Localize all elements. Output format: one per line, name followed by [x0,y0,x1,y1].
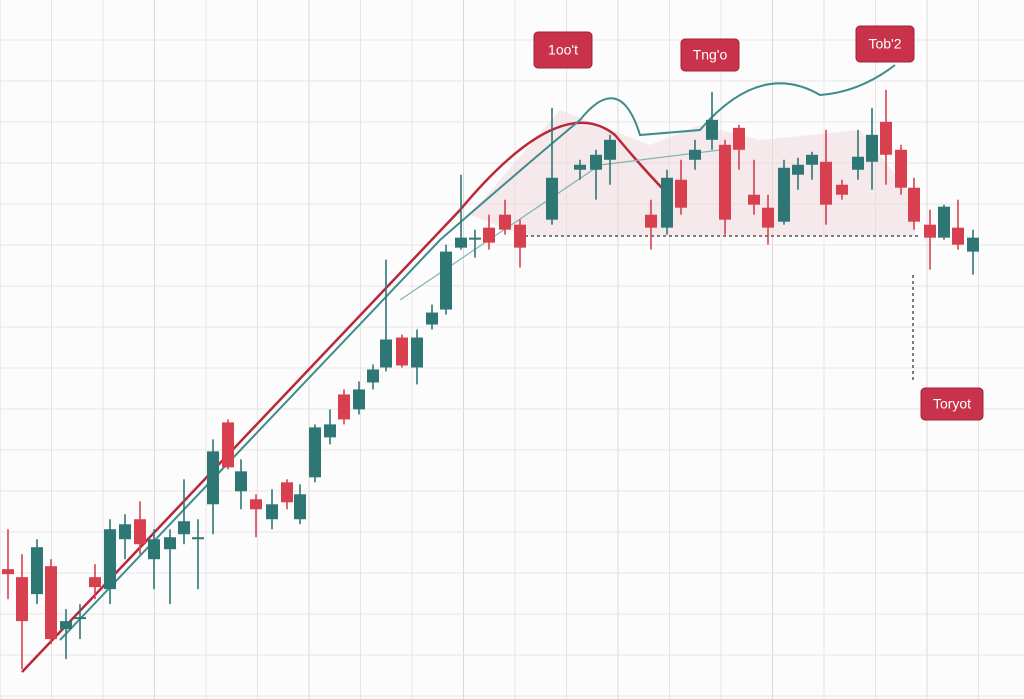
candle-body [483,227,495,243]
candle-body [499,214,511,230]
candle-body [762,207,774,228]
annotation-label: Tob'2 [868,36,901,52]
candle-body [852,156,864,170]
candle-body [836,184,848,195]
candle-body [574,164,586,170]
candle-body [469,237,481,240]
candle-body [748,194,760,205]
candle-body [733,127,745,150]
candle-body [294,494,306,520]
annotation-box [920,387,984,421]
candle-body [411,337,423,368]
candle-body [396,337,408,366]
candle-body [324,424,336,438]
candle-body [924,224,936,238]
candles [2,89,979,670]
candle-body [338,394,350,420]
candle-body [689,149,701,160]
candle-body [250,499,262,510]
annotation-box [533,31,593,69]
candle-body [164,537,176,550]
candle-body [908,187,920,222]
candle-body [792,164,804,175]
candle-body [895,149,907,188]
pattern-shade [470,110,915,236]
candle-body [440,251,452,310]
candle-body [645,214,657,228]
candle-body [2,569,14,575]
candle-body [74,617,86,620]
candle-body [675,179,687,208]
annotations: 1oo't Tng'o Tob'2 Toryot [533,25,984,421]
candle-body [222,422,234,468]
candle-body [719,144,731,220]
candle-body [353,389,365,410]
candle-body [820,161,832,205]
candle-body [938,206,950,238]
candle-body [148,539,160,560]
annotation-box [855,25,915,63]
candle-body [367,369,379,383]
candle-body [455,237,467,248]
annotation-label: Toryot [933,396,971,412]
candle-body [426,312,438,325]
candle-body [119,524,131,540]
candle-body [178,521,190,535]
candle-body [604,139,616,160]
candle-body [952,227,964,245]
candle-body [590,154,602,170]
candle-body [60,621,72,630]
trend-curve [21,121,663,673]
annotation-label: Tng'o [693,47,728,63]
candle-body [104,529,116,590]
candle-body [192,537,204,540]
candle-body [661,177,673,228]
candle-body [967,237,979,252]
candle-body [16,577,28,622]
candle-body [380,339,392,368]
candle-body [31,547,43,595]
candle-body [866,134,878,162]
candle-body [880,121,892,155]
candle-body [235,471,247,492]
candle-body [134,519,146,545]
teal-curve [59,64,896,641]
candle-body [546,177,558,220]
candle-body [706,119,718,140]
candle-body [207,451,219,505]
annotation-box [680,38,740,72]
candle-body [806,154,818,165]
candle-body [309,427,321,478]
candle-body [266,504,278,520]
candle-body [514,224,526,248]
candle-body [778,167,790,222]
candle-body [89,577,101,588]
candle-body [281,482,293,503]
candle-body [45,566,57,640]
annotation-label: 1oo't [548,42,578,58]
